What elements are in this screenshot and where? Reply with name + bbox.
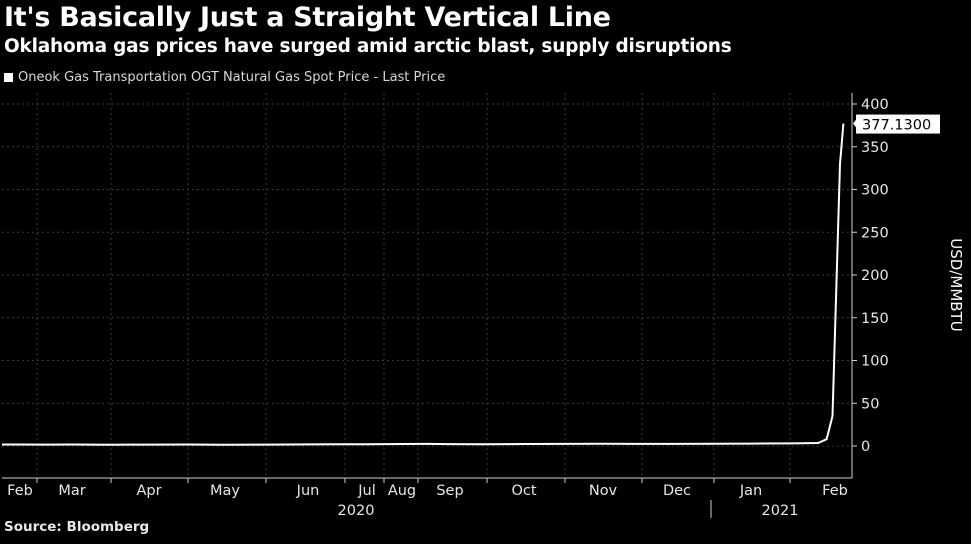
x-tick-label: Sep (436, 483, 463, 499)
x-tick-label: Jul (357, 483, 376, 499)
x-tick-label: Aug (388, 483, 416, 499)
x-tick-label: Feb (822, 483, 848, 499)
x-tick-label: Nov (589, 483, 618, 499)
x-tick-label: Oct (511, 483, 536, 499)
legend-label: Oneok Gas Transportation OGT Natural Gas… (18, 70, 446, 85)
x-tick-label: May (210, 483, 240, 499)
series (2, 123, 845, 446)
grid (2, 93, 852, 478)
series-line (2, 123, 845, 446)
labels: 377.1300 (853, 114, 940, 134)
y-tick-label: 250 (861, 225, 889, 241)
x-tick-label: Dec (663, 483, 691, 499)
x-tick-label: Jun (296, 483, 320, 499)
source-note: Source: Bloomberg (4, 519, 150, 535)
legend-swatch (4, 73, 13, 82)
y-axis-label: USD/MMBTU (947, 238, 965, 331)
last-value-label: 377.1300 (862, 118, 931, 134)
x-tick-label: Apr (136, 483, 161, 499)
x-year-label: 2020 (338, 503, 375, 519)
chart-subtitle: Oklahoma gas prices have surged amid arc… (4, 36, 732, 57)
legend: Oneok Gas Transportation OGT Natural Gas… (4, 70, 445, 85)
last-value-box (856, 114, 940, 134)
y-tick-label: 0 (861, 439, 870, 455)
y-tick-label: 50 (861, 396, 879, 412)
x-tick-label: Feb (7, 483, 33, 499)
axes: 0 50 100 150 200 250 300 350 400 Feb Mar Apr May Jun J… (2, 93, 965, 519)
chart-title: It's Basically Just a Straight Vertical … (4, 2, 611, 33)
x-tick-label: Jan (739, 483, 762, 499)
x-tick-label: Mar (58, 483, 85, 499)
last-value-pointer (853, 118, 857, 129)
y-tick-label: 400 (861, 97, 889, 113)
x-year-label: 2021 (762, 503, 799, 519)
y-tick-label: 350 (861, 140, 889, 156)
y-tick-label: 150 (861, 311, 889, 327)
y-tick-label: 200 (861, 268, 889, 284)
y-tick-label: 300 (861, 183, 889, 199)
y-tick-label: 100 (861, 354, 889, 370)
